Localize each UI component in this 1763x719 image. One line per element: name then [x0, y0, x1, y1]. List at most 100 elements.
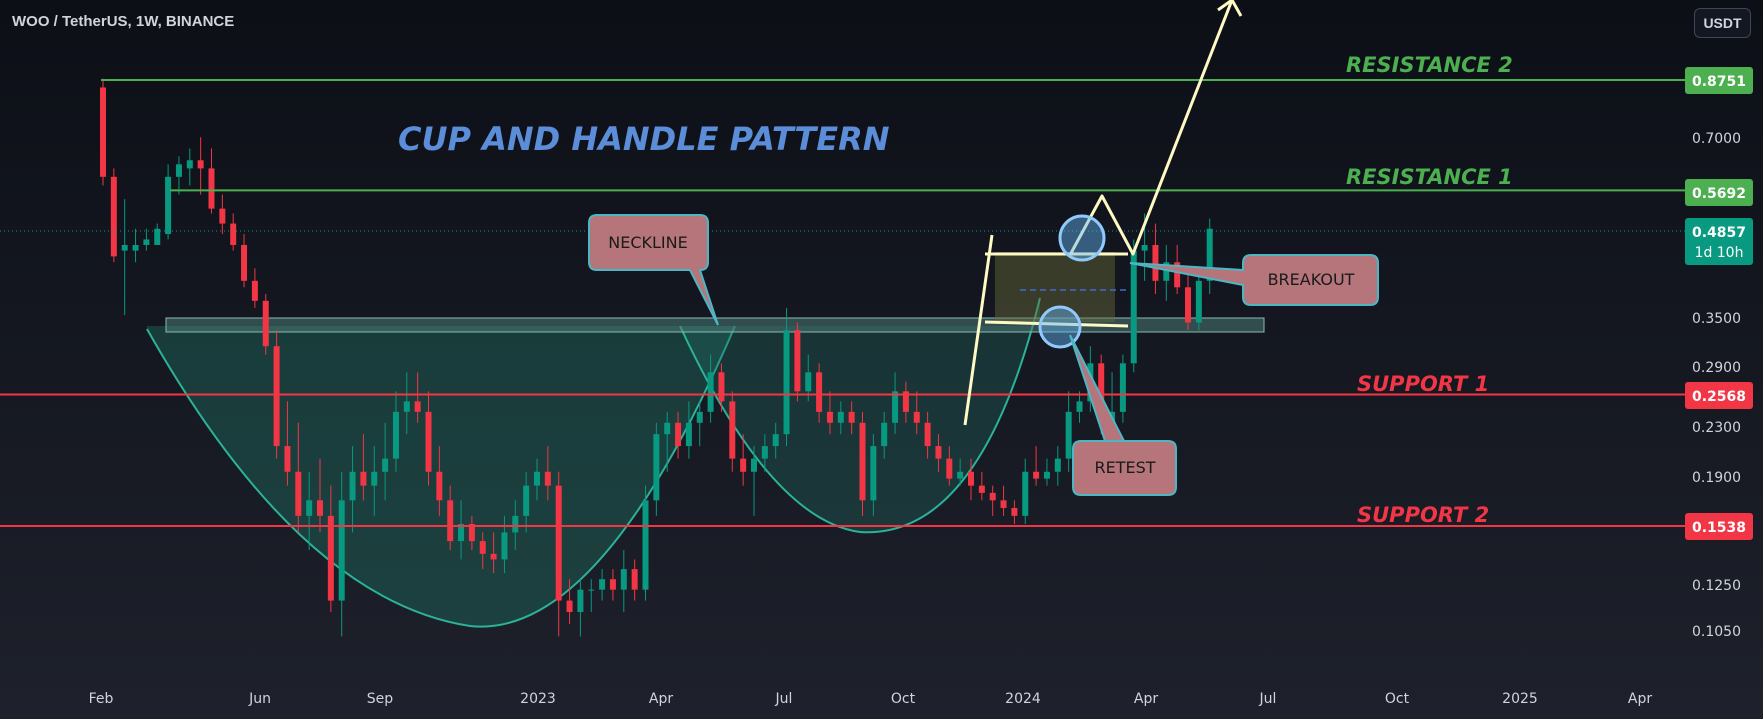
candle-body	[306, 500, 313, 516]
candle-body	[208, 168, 215, 209]
overlay-layer	[0, 0, 1685, 527]
candle-body	[631, 569, 638, 590]
handle-bottom-line	[984, 320, 1129, 328]
candle-body	[230, 223, 237, 245]
price-tag-text: 0.5692	[1692, 186, 1746, 202]
candle-body	[1000, 500, 1007, 508]
candle-body	[729, 401, 736, 459]
y-axis: 0.7000 0.3500 0.2900 0.2300 0.1900 0.125…	[1692, 131, 1741, 640]
projection-arrow	[1068, 0, 1234, 256]
y-tick-label: 0.1900	[1692, 470, 1741, 486]
candle-body	[534, 471, 540, 486]
candle-body	[848, 411, 855, 423]
chart-title: WOO / TetherUS, 1W, BINANCE	[12, 13, 235, 30]
current-price-text: 0.4857	[1692, 225, 1746, 241]
candle-body	[1065, 411, 1072, 459]
candle-body	[241, 244, 248, 281]
candle-body	[816, 372, 823, 412]
candle-body	[653, 434, 660, 501]
candle-body	[772, 434, 779, 447]
candle-body	[761, 446, 768, 459]
candle-body	[436, 471, 443, 501]
currency-button[interactable]: USDT	[1694, 8, 1751, 38]
candle-body	[100, 87, 106, 177]
countdown-text: 1d 10h	[1695, 245, 1744, 261]
candle-body	[523, 485, 530, 516]
candle-body	[219, 208, 226, 224]
candle-body	[805, 372, 812, 392]
candle-body	[1119, 363, 1126, 412]
x-axis: Feb Jun Sep 2023 Apr Jul Oct 2024 Apr Ju…	[89, 691, 1653, 707]
x-tick-label: Oct	[1385, 691, 1410, 707]
candle-body	[642, 500, 649, 590]
candle-body	[913, 411, 920, 423]
candle-body	[512, 515, 519, 533]
x-tick-label: Apr	[649, 691, 673, 707]
x-tick-label: 2024	[1005, 691, 1041, 707]
x-tick-label: Jul	[775, 691, 793, 707]
candle-body	[783, 330, 790, 435]
y-tick-label: 0.3500	[1692, 311, 1741, 327]
candle-body	[349, 471, 356, 501]
candle-body	[1141, 244, 1148, 251]
support-1-label: SUPPORT 1	[1357, 372, 1489, 396]
candle-body	[1206, 228, 1213, 281]
breakout-up-line	[963, 234, 994, 426]
candle-body	[490, 553, 497, 560]
candle-body	[837, 411, 844, 423]
candle-body	[262, 300, 269, 347]
candle-body	[414, 401, 421, 412]
candle-body	[295, 471, 302, 516]
candle-body	[1130, 250, 1137, 364]
candle-body	[1098, 363, 1105, 423]
candle-body	[892, 391, 899, 423]
x-tick-label: Feb	[89, 691, 114, 707]
candle-body	[197, 160, 204, 169]
candle-body	[110, 176, 117, 257]
price-tag-support-2: 0.1538	[1685, 513, 1753, 540]
candle-body	[609, 579, 616, 590]
candle-body	[881, 422, 888, 447]
candle-body	[251, 280, 258, 301]
candle-body	[978, 485, 985, 493]
candle-body	[859, 422, 866, 501]
candle-body	[664, 422, 671, 435]
candle-body	[599, 579, 606, 590]
candle-body	[968, 471, 974, 486]
candle-body	[458, 524, 465, 542]
candle-body	[946, 458, 953, 479]
candle-body	[1076, 401, 1083, 412]
candle-body	[566, 600, 573, 612]
projection-arrowhead	[1217, 0, 1243, 17]
candle-body	[1033, 471, 1040, 479]
neckline-callout: NECKLINE	[588, 214, 719, 326]
candle-body	[273, 346, 280, 447]
support-2-label: SUPPORT 2	[1357, 503, 1489, 527]
candle-body	[577, 589, 584, 612]
candle-body	[479, 541, 486, 554]
price-tag-text: 0.1538	[1692, 520, 1746, 536]
candle-body	[1054, 458, 1061, 472]
candle-body	[501, 532, 508, 560]
candle-body	[284, 446, 291, 472]
resistance-1-label: RESISTANCE 1	[1346, 165, 1513, 189]
y-tick-label: 0.2300	[1692, 420, 1741, 436]
candle-body	[143, 239, 150, 245]
candle-body	[935, 446, 942, 459]
candle-body	[696, 411, 703, 423]
candle-body	[826, 411, 833, 423]
candle-body	[740, 458, 747, 472]
x-tick-label: Sep	[367, 691, 394, 707]
candle-body	[1174, 262, 1181, 288]
x-tick-label: Apr	[1628, 691, 1652, 707]
candle-body	[403, 401, 410, 412]
candle-body	[989, 492, 996, 501]
candle-body	[957, 471, 964, 479]
price-tag-text: 0.2568	[1692, 389, 1746, 405]
candle-body	[555, 485, 562, 601]
consolidation-box	[995, 252, 1115, 322]
candle-body	[338, 500, 345, 601]
pattern-title: CUP AND HANDLE PATTERN	[398, 120, 890, 158]
candle-body	[371, 471, 378, 486]
